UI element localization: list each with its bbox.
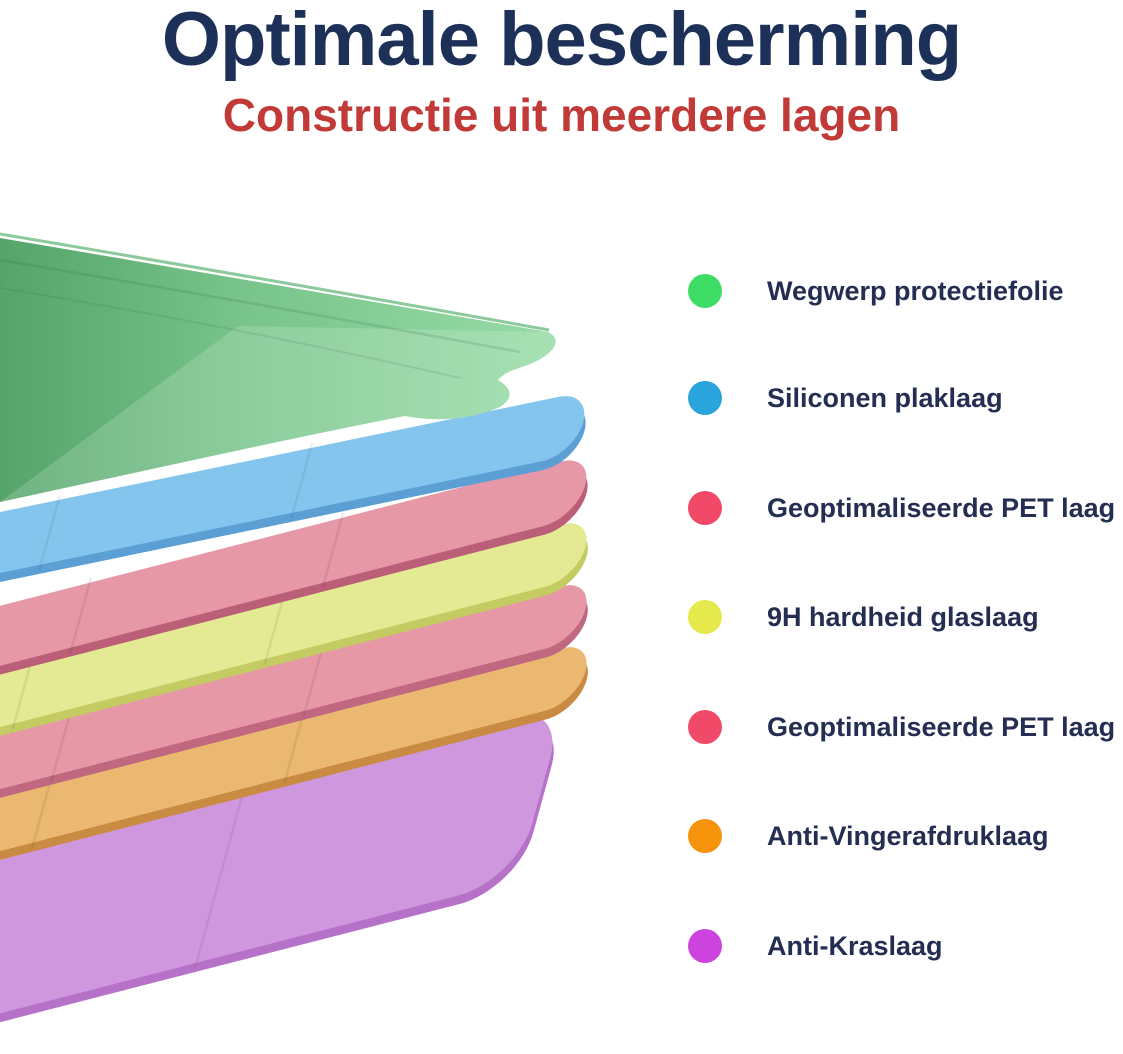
legend-label: Siliconen plaklaag (767, 383, 1003, 413)
sheet-yellow (0, 523, 588, 833)
page-title: Optimale bescherming (161, 0, 962, 82)
legend-dot-icon (688, 710, 722, 744)
green-film (0, 232, 556, 502)
legend-dot-icon (688, 491, 722, 525)
page-subtitle: Constructie uit meerdere lagen (222, 89, 901, 141)
legend-dot-icon (688, 274, 722, 308)
header: Optimale bescherming Constructie uit mee… (0, 0, 1123, 141)
legend-label: 9H hardheid glaslaag (767, 602, 1039, 632)
sheet-pink-upper (0, 460, 588, 771)
sheet-pink-lower (0, 585, 588, 895)
legend-label: Geoptimaliseerde PET laag (767, 493, 1116, 523)
legend-label: Anti-Kraslaag (767, 931, 943, 961)
legend-item: 9H hardheid glaslaag (688, 597, 1039, 637)
legend-item: Geoptimaliseerde PET laag (688, 488, 1115, 528)
legend-dot-icon (688, 929, 722, 963)
legend-dot-icon (688, 381, 722, 415)
layer-stack-illustration (0, 232, 588, 1054)
legend-label: Anti-Vingerafdruklaag (767, 821, 1049, 851)
sheet-orange (0, 647, 588, 957)
legend-item: Wegwerp protectiefolie (688, 271, 1064, 311)
legend-dot-icon (688, 819, 722, 853)
legend-label: Wegwerp protectiefolie (767, 276, 1064, 306)
legend-item: Geoptimaliseerde PET laag (688, 707, 1115, 747)
legend-item: Anti-Vingerafdruklaag (688, 816, 1049, 856)
sheet-blue (0, 396, 586, 660)
layer-legend: Wegwerp protectiefolie Siliconen plaklaa… (688, 0, 1123, 1054)
legend-item: Anti-Kraslaag (688, 926, 943, 966)
legend-dot-icon (688, 600, 722, 634)
legend-label: Geoptimaliseerde PET laag (767, 712, 1116, 742)
legend-item: Siliconen plaklaag (688, 378, 1003, 418)
sheet-purple (0, 713, 554, 1054)
